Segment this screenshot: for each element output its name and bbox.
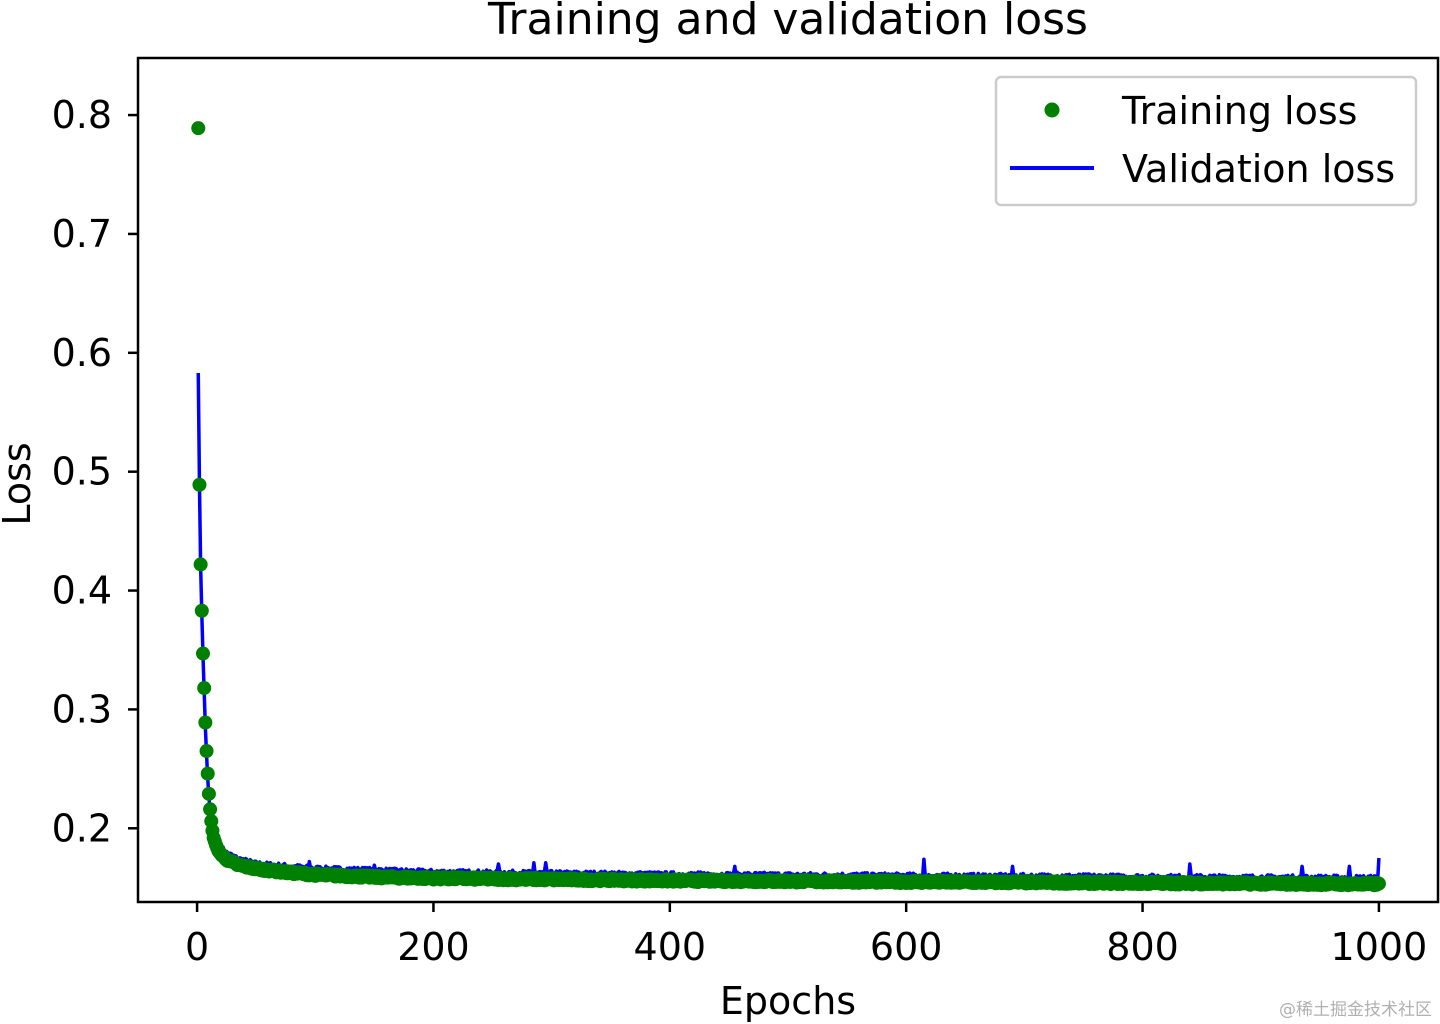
x-tick-label: 0 xyxy=(185,925,209,969)
y-axis-label: Loss xyxy=(0,442,39,525)
x-axis-label: Epochs xyxy=(720,979,856,1023)
chart-title: Training and validation loss xyxy=(487,0,1088,45)
validation-series xyxy=(196,372,1381,882)
y-tick-label: 0.6 xyxy=(52,331,112,375)
training-loss-point xyxy=(192,477,207,492)
training-series xyxy=(191,121,1386,893)
x-tick-label: 200 xyxy=(397,925,470,969)
validation-loss-line xyxy=(196,372,1381,882)
legend-training-marker xyxy=(1044,102,1060,118)
training-loss-point xyxy=(191,121,206,136)
y-tick-label: 0.2 xyxy=(52,806,112,850)
y-axis: 0.2 0.3 0.4 0.5 0.6 0.7 0.8 xyxy=(52,93,138,850)
y-tick-label: 0.3 xyxy=(52,687,112,731)
training-loss-point xyxy=(201,786,216,801)
training-loss-point xyxy=(198,715,213,730)
y-tick-label: 0.4 xyxy=(52,569,112,613)
x-axis: 0 200 400 600 800 1000 xyxy=(185,902,1427,969)
training-loss-point xyxy=(199,744,214,759)
legend: Training loss Validation loss xyxy=(994,75,1418,207)
training-loss-point xyxy=(196,646,210,661)
plot-frame xyxy=(136,56,1440,904)
training-loss-point xyxy=(197,681,212,696)
x-tick-label: 1000 xyxy=(1331,925,1428,969)
training-loss-point xyxy=(203,802,218,817)
training-loss-point xyxy=(200,766,215,781)
watermark: @稀土掘金技术社区 xyxy=(1279,1000,1432,1020)
training-loss-point xyxy=(194,603,209,618)
y-tick-label: 0.8 xyxy=(52,93,112,137)
training-loss-point xyxy=(193,557,208,572)
y-tick-label: 0.7 xyxy=(52,212,112,256)
x-tick-label: 800 xyxy=(1106,925,1179,969)
x-tick-label: 600 xyxy=(870,925,943,969)
y-tick-label: 0.5 xyxy=(52,450,112,494)
legend-box xyxy=(994,75,1418,207)
legend-training-label: Training loss xyxy=(1121,89,1357,133)
training-loss-point xyxy=(1371,876,1386,891)
legend-validation-label: Validation loss xyxy=(1122,147,1395,191)
x-tick-label: 400 xyxy=(634,925,707,969)
